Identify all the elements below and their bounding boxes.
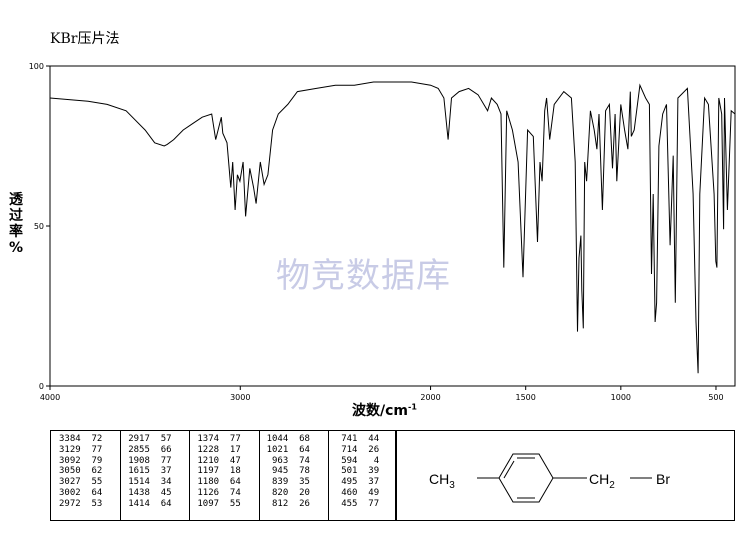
benzene-ring xyxy=(477,453,652,503)
peak-row: 812 26 xyxy=(266,498,310,509)
x-tick-label: 1000 xyxy=(611,393,631,402)
y-tick-label: 0 xyxy=(39,382,44,391)
axis-ticks: 4000 3000 2000 1500 1000 500 0 50 100 xyxy=(29,62,724,402)
ir-spectrum-chart: 4000 3000 2000 1500 1000 500 0 50 100 xyxy=(29,62,736,402)
peak-row: 1021 64 xyxy=(266,444,310,455)
axes xyxy=(49,65,736,387)
peak-row: 963 74 xyxy=(266,455,310,466)
y-axis-label-char: % xyxy=(8,240,24,256)
x-tick-label: 3000 xyxy=(230,393,250,402)
bromine-label: Br xyxy=(656,471,670,487)
peak-row: 460 49 xyxy=(335,487,380,498)
peak-column: 2917 57 2855 66 1908 77 1615 37 1514 34 1438 … xyxy=(128,434,171,510)
peak-row: 1097 55 xyxy=(197,498,241,509)
peak-row: 455 77 xyxy=(335,498,380,509)
measurement-method-title: KBr压片法 xyxy=(50,31,120,47)
methylene-group-label: CH2 xyxy=(589,471,615,491)
peak-row: 3050 62 xyxy=(59,466,103,477)
ring-outline xyxy=(498,453,554,503)
peak-row: 1180 64 xyxy=(197,477,241,488)
peak-row: 2972 53 xyxy=(59,498,103,509)
peak-column: 741 44 714 26 594 4 501 39 495 37 460 49… xyxy=(336,434,379,510)
column-divider xyxy=(189,431,191,520)
peak-column: 3384 72 3129 77 3092 79 3050 62 3027 55 3002 … xyxy=(59,434,102,510)
structure-diagram: CH3 CH2 Br xyxy=(429,453,670,503)
column-divider xyxy=(327,431,329,520)
peak-row: 3092 79 xyxy=(59,455,103,466)
peak-row: 2917 57 xyxy=(128,434,172,444)
peak-row: 1126 74 xyxy=(197,487,241,498)
x-axis-label: 波数/cm-1 xyxy=(352,400,417,420)
x-axis-label-text: 波数/cm xyxy=(352,403,408,419)
peak-row: 1414 64 xyxy=(128,498,172,509)
y-tick-label: 50 xyxy=(34,222,44,231)
peak-table: 3384 72 3129 77 3092 79 3050 62 3027 55 3002 … xyxy=(50,430,396,521)
peak-row: 2855 66 xyxy=(128,444,172,455)
peak-row: 3027 55 xyxy=(59,477,103,488)
peak-row: 1438 45 xyxy=(128,487,172,498)
column-divider xyxy=(258,431,260,520)
x-tick-label: 4000 xyxy=(40,393,60,402)
peak-row: 501 39 xyxy=(335,466,380,477)
peak-row: 3384 72 xyxy=(59,434,103,444)
peak-row: 1908 77 xyxy=(128,455,172,466)
peak-row: 741 44 xyxy=(335,434,380,444)
structure-panel: CH3 CH2 Br xyxy=(396,430,735,521)
peak-row: 1615 37 xyxy=(128,466,172,477)
spectrum-line xyxy=(49,81,736,374)
x-tick-label: 500 xyxy=(708,393,723,402)
peak-row: 1374 77 xyxy=(197,434,241,444)
peak-row: 3129 77 xyxy=(59,444,103,455)
y-axis-label-char: 透 xyxy=(9,192,23,208)
peak-row: 594 4 xyxy=(335,455,380,466)
y-axis-label: 透 过 率 % xyxy=(6,192,26,256)
methyl-group-label: CH3 xyxy=(429,471,455,491)
plot-frame xyxy=(49,65,736,387)
y-axis-label-char: 过 xyxy=(9,208,23,224)
peak-column: 1374 77 1228 17 1210 47 1197 18 1180 64 1126 … xyxy=(197,434,240,510)
x-tick-label: 1500 xyxy=(516,393,536,402)
peak-row: 839 35 xyxy=(266,477,310,488)
x-tick-label: 2000 xyxy=(420,393,440,402)
peak-row: 1210 47 xyxy=(197,455,241,466)
ring-double-bond xyxy=(503,460,515,479)
peak-row: 820 20 xyxy=(266,487,310,498)
column-divider xyxy=(120,431,122,520)
peak-row: 714 26 xyxy=(335,444,380,455)
peak-column: 1044 68 1021 64 963 74 945 78 839 35 820 … xyxy=(267,434,310,510)
peak-row: 1228 17 xyxy=(197,444,241,455)
peak-row: 945 78 xyxy=(266,466,310,477)
y-tick-label: 100 xyxy=(29,62,44,71)
peak-row: 1044 68 xyxy=(266,434,310,444)
peak-row: 3002 64 xyxy=(59,487,103,498)
peak-row: 1197 18 xyxy=(197,466,241,477)
y-axis-label-char: 率 xyxy=(9,224,23,240)
peak-row: 1514 34 xyxy=(128,477,172,488)
peak-row: 495 37 xyxy=(335,477,380,488)
watermark: 物竞数据库 xyxy=(276,256,451,296)
x-axis-label-exponent: -1 xyxy=(408,402,417,412)
